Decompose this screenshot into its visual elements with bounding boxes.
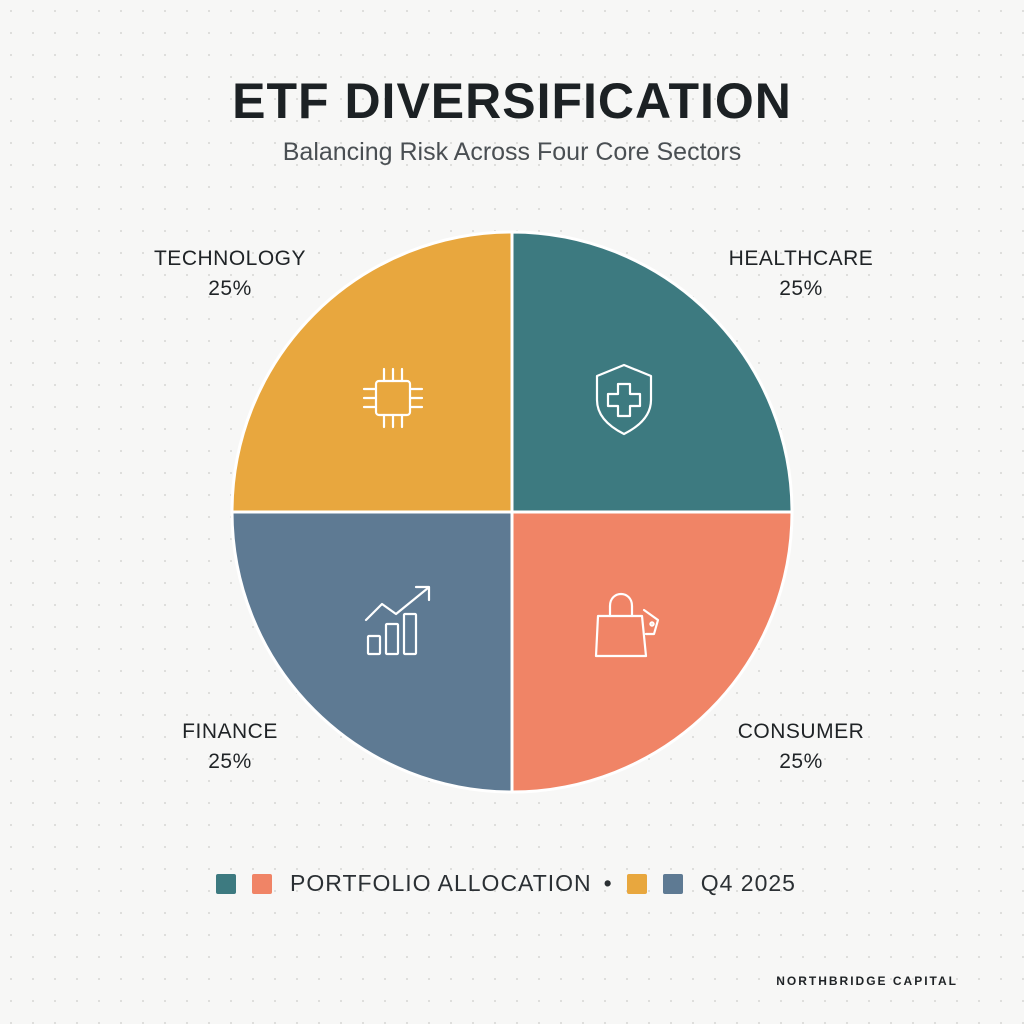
chart-subtitle: Balancing Risk Across Four Core Sectors <box>282 138 742 166</box>
sector-name: CONSUMER <box>737 720 865 743</box>
sector-percent: 25% <box>208 750 252 773</box>
microchip-icon <box>362 367 424 429</box>
sector-label-consumer: CONSUMER 25% <box>671 717 931 777</box>
sector-label-technology: TECHNOLOGY 25% <box>100 244 360 304</box>
pie-slice-healthcare <box>510 510 794 794</box>
legend: PORTFOLIO ALLOCATION • Q4 2025 <box>0 870 1024 897</box>
sector-percent: 25% <box>208 277 252 300</box>
sector-label-healthcare: HEALTHCARE 25% <box>671 244 931 304</box>
sector-label-finance: FINANCE 25% <box>100 717 360 777</box>
sector-name: FINANCE <box>182 720 278 743</box>
legend-text-period: Q4 2025 <box>700 870 796 896</box>
legend-separator: • <box>603 870 613 896</box>
sector-name: HEALTHCARE <box>728 247 874 270</box>
sector-percent: 25% <box>779 750 823 773</box>
legend-swatch <box>626 873 647 894</box>
legend-swatch <box>252 873 273 894</box>
pie-slice-technology <box>510 230 794 514</box>
legend-swatch <box>662 873 683 894</box>
pie-slice-finance <box>230 230 514 514</box>
sector-name: TECHNOLOGY <box>153 247 307 270</box>
brand-logo-text: NORTHBRIDGE CAPITAL <box>776 974 958 988</box>
pie-slice-consumer <box>230 510 514 794</box>
sector-percent: 25% <box>779 277 823 300</box>
legend-swatch <box>216 873 237 894</box>
legend-text-allocation: PORTFOLIO ALLOCATION <box>290 870 592 896</box>
growth-chart-icon <box>364 585 431 656</box>
medical-shield-icon <box>595 363 653 436</box>
chart-title: ETF DIVERSIFICATION <box>232 73 792 129</box>
shopping-bag-icon <box>594 592 660 658</box>
